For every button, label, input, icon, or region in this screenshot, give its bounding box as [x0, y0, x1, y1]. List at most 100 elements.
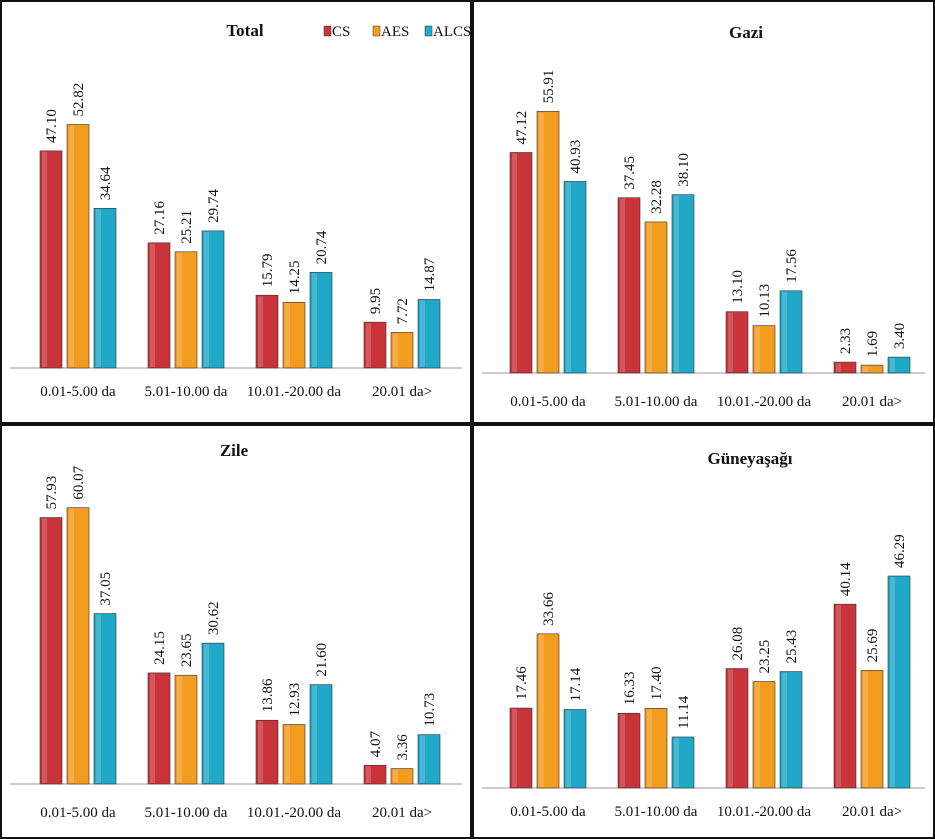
panel-guneyasagi: Güneyaşağı 17.46 33.66 17.14 0.01-5.00 da 16.… — [472, 424, 935, 839]
data-label-alcs-2: 30.62 — [206, 601, 222, 635]
category-label-4: 20.01 da> — [842, 804, 902, 820]
data-label-alcs-2: 11.14 — [676, 695, 692, 729]
legend-item-alcs: ALCS — [424, 24, 470, 40]
data-label-aes-3: 10.13 — [757, 284, 773, 318]
data-label-cs-1: 47.10 — [44, 109, 60, 143]
data-label-cs-3: 26.08 — [730, 627, 746, 661]
data-label-alcs-1: 34.64 — [98, 166, 114, 200]
bar-cs-2 — [617, 197, 641, 374]
bar-cs-2 — [617, 712, 641, 789]
chart-zile: Zile 57.93 60.07 37.05 0.01-5.00 da 24.15 23.6… — [10, 441, 462, 821]
bar-aes-4 — [390, 332, 414, 369]
bar-alcs-2 — [671, 736, 695, 789]
data-label-aes-1: 60.07 — [71, 465, 87, 499]
bar-cs-1 — [39, 517, 63, 785]
data-label-cs-1: 47.12 — [514, 111, 530, 145]
bar-cs-2 — [147, 672, 171, 785]
category-label-3: 10.01.-20.00 da — [247, 805, 341, 821]
bar-alcs-3 — [779, 290, 803, 374]
bar-aes-3 — [282, 724, 306, 785]
bar-aes-3 — [752, 325, 776, 374]
category-label-1: 0.01-5.00 da — [510, 394, 586, 410]
data-label-cs-4: 9.95 — [368, 288, 384, 314]
chart-title-gazi: Gazi — [729, 23, 763, 42]
category-label-1: 0.01-5.00 da — [40, 805, 116, 821]
category-label-2: 5.01-10.00 da — [615, 394, 698, 410]
bar-cs-4 — [363, 321, 387, 369]
bar-aes-3 — [752, 681, 776, 789]
data-label-aes-2: 25.21 — [179, 210, 195, 244]
data-label-alcs-1: 17.14 — [568, 667, 584, 701]
data-label-alcs-4: 46.29 — [892, 534, 908, 568]
bar-alcs-2 — [671, 194, 695, 374]
category-label-3: 10.01.-20.00 da — [247, 384, 341, 400]
bar-aes-4 — [390, 768, 414, 785]
bar-alcs-1 — [93, 208, 117, 369]
legend-label-cs: CS — [332, 24, 350, 40]
panel-total: Total 47.10 52.82 34.64 0.01-5.00 da 27.16 25.… — [0, 0, 472, 424]
bar-alcs-1 — [563, 181, 587, 374]
data-label-aes-4: 1.69 — [865, 331, 881, 357]
data-label-aes-1: 55.91 — [541, 70, 557, 104]
bar-alcs-2 — [201, 230, 225, 369]
bar-aes-1 — [66, 124, 90, 369]
data-label-cs-3: 13.10 — [730, 270, 746, 304]
data-label-aes-3: 14.25 — [287, 261, 303, 295]
bar-cs-4 — [833, 603, 857, 789]
bar-alcs-4 — [417, 299, 441, 369]
bar-aes-1 — [536, 633, 560, 789]
category-label-2: 5.01-10.00 da — [145, 805, 228, 821]
data-label-aes-1: 33.66 — [541, 592, 557, 626]
chart-gazi: Gazi 47.12 55.91 40.93 0.01-5.00 da 37.45 32.2… — [482, 23, 925, 410]
data-label-alcs-3: 25.43 — [784, 630, 800, 664]
data-label-aes-2: 32.28 — [649, 180, 665, 214]
data-label-alcs-3: 20.74 — [314, 230, 330, 264]
bar-aes-4 — [860, 670, 884, 789]
data-label-cs-3: 15.79 — [260, 253, 276, 287]
bar-alcs-1 — [563, 709, 587, 789]
data-label-cs-2: 37.45 — [622, 156, 638, 190]
chart-title-zile: Zile — [220, 441, 249, 460]
bar-cs-4 — [363, 764, 387, 785]
bar-cs-3 — [255, 719, 279, 785]
bar-aes-3 — [282, 302, 306, 369]
data-label-aes-4: 25.69 — [865, 629, 881, 663]
panel-gazi: Gazi 47.12 55.91 40.93 0.01-5.00 da 37.45 32.2… — [472, 0, 935, 424]
category-label-1: 0.01-5.00 da — [510, 804, 586, 820]
data-label-cs-1: 17.46 — [514, 666, 530, 700]
bar-alcs-4 — [887, 575, 911, 789]
bar-aes-1 — [536, 111, 560, 374]
data-label-aes-2: 17.40 — [649, 667, 665, 701]
data-label-cs-2: 16.33 — [622, 671, 638, 705]
legend-label-alcs: ALCS — [433, 24, 470, 40]
bar-aes-2 — [644, 708, 668, 789]
bar-alcs-3 — [309, 684, 333, 785]
chart-total: Total 47.10 52.82 34.64 0.01-5.00 da 27.16 25.… — [10, 21, 470, 400]
data-label-aes-4: 3.36 — [395, 734, 411, 761]
bar-cs-1 — [39, 150, 63, 369]
data-label-cs-3: 13.86 — [260, 678, 276, 712]
bar-alcs-4 — [887, 356, 911, 374]
data-label-alcs-3: 17.56 — [784, 249, 800, 283]
bar-cs-1 — [509, 152, 533, 374]
data-label-cs-4: 40.14 — [838, 562, 854, 596]
category-label-3: 10.01.-20.00 da — [717, 394, 811, 410]
bar-cs-3 — [255, 294, 279, 369]
data-label-aes-1: 52.82 — [71, 83, 87, 117]
data-label-aes-3: 23.25 — [757, 640, 773, 674]
data-label-alcs-4: 3.40 — [892, 323, 908, 349]
category-label-2: 5.01-10.00 da — [615, 804, 698, 820]
data-label-alcs-3: 21.60 — [314, 643, 330, 677]
category-label-4: 20.01 da> — [372, 805, 432, 821]
data-label-aes-3: 12.93 — [287, 683, 303, 717]
chart-title-guneyasag: Güneyaşağı — [707, 449, 792, 468]
chart-title-total: Total — [226, 21, 263, 40]
bar-cs-1 — [509, 707, 533, 789]
data-label-alcs-2: 38.10 — [676, 153, 692, 187]
bar-alcs-3 — [779, 671, 803, 789]
bar-cs-3 — [725, 311, 749, 374]
data-label-aes-2: 23.65 — [179, 633, 195, 667]
bar-alcs-4 — [417, 734, 441, 785]
legend-item-aes: AES — [372, 24, 409, 40]
